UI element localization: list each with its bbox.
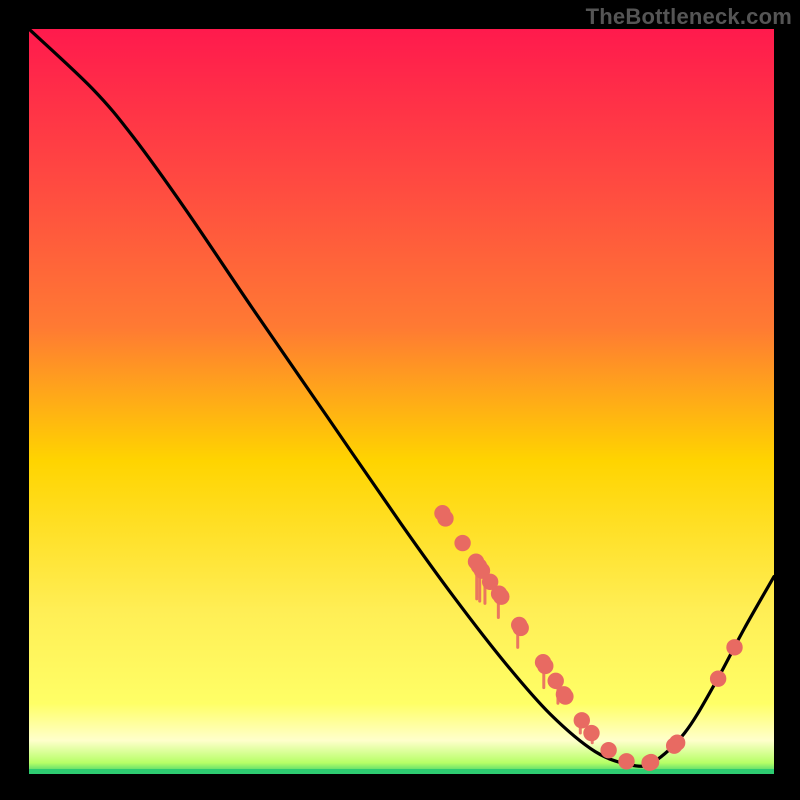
data-marker — [726, 639, 742, 655]
data-marker — [493, 588, 509, 604]
baseline-stripe — [29, 769, 774, 774]
bottleneck-curve-chart — [29, 29, 774, 774]
data-marker — [583, 725, 599, 741]
data-marker — [537, 658, 553, 674]
data-marker — [557, 688, 573, 704]
data-marker — [618, 753, 634, 769]
data-marker — [454, 535, 470, 551]
chart-container: TheBottleneck.com — [0, 0, 800, 800]
data-marker — [669, 735, 685, 751]
plot-background — [29, 29, 774, 774]
data-marker — [437, 510, 453, 526]
data-marker — [710, 670, 726, 686]
data-marker — [600, 742, 616, 758]
watermark-text: TheBottleneck.com — [586, 4, 792, 30]
data-marker — [513, 620, 529, 636]
plot-area — [29, 29, 774, 774]
data-marker — [643, 754, 659, 770]
